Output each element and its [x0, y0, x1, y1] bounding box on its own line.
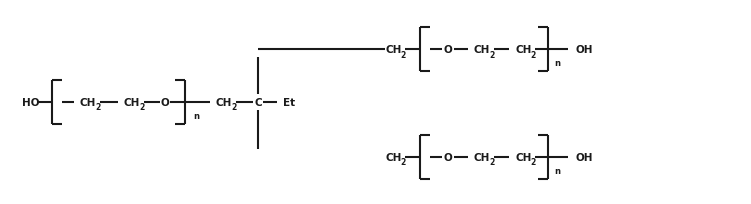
Text: CH: CH	[474, 45, 490, 55]
Text: CH: CH	[124, 98, 140, 108]
Text: n: n	[554, 167, 560, 176]
Text: CH: CH	[216, 98, 232, 108]
Text: HO: HO	[22, 98, 40, 108]
Text: n: n	[193, 112, 199, 121]
Text: O: O	[161, 98, 170, 108]
Text: n: n	[554, 59, 560, 68]
Text: CH: CH	[474, 152, 490, 162]
Text: 2: 2	[530, 158, 535, 167]
Text: CH: CH	[385, 152, 401, 162]
Text: CH: CH	[515, 152, 532, 162]
Text: OH: OH	[576, 45, 593, 55]
Text: O: O	[444, 45, 452, 55]
Text: C: C	[254, 98, 262, 108]
Text: 2: 2	[530, 50, 535, 59]
Text: 2: 2	[231, 103, 237, 112]
Text: 2: 2	[400, 50, 406, 59]
Text: CH: CH	[385, 45, 401, 55]
Text: 2: 2	[400, 158, 406, 167]
Text: 2: 2	[489, 50, 494, 59]
Text: OH: OH	[576, 152, 593, 162]
Text: CH: CH	[80, 98, 96, 108]
Text: Et: Et	[283, 98, 295, 108]
Text: O: O	[444, 152, 452, 162]
Text: 2: 2	[139, 103, 144, 112]
Text: 2: 2	[489, 158, 494, 167]
Text: CH: CH	[515, 45, 532, 55]
Text: 2: 2	[95, 103, 100, 112]
